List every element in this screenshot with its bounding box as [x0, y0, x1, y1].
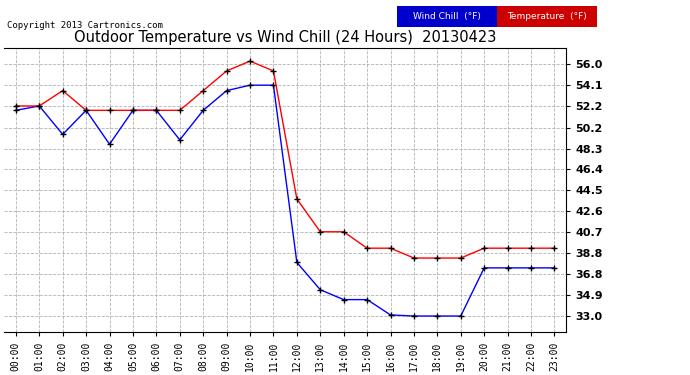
Text: Temperature  (°F): Temperature (°F): [507, 12, 586, 21]
Title: Outdoor Temperature vs Wind Chill (24 Hours)  20130423: Outdoor Temperature vs Wind Chill (24 Ho…: [74, 30, 496, 45]
Text: Wind Chill  (°F): Wind Chill (°F): [413, 12, 481, 21]
Text: Copyright 2013 Cartronics.com: Copyright 2013 Cartronics.com: [7, 21, 163, 30]
